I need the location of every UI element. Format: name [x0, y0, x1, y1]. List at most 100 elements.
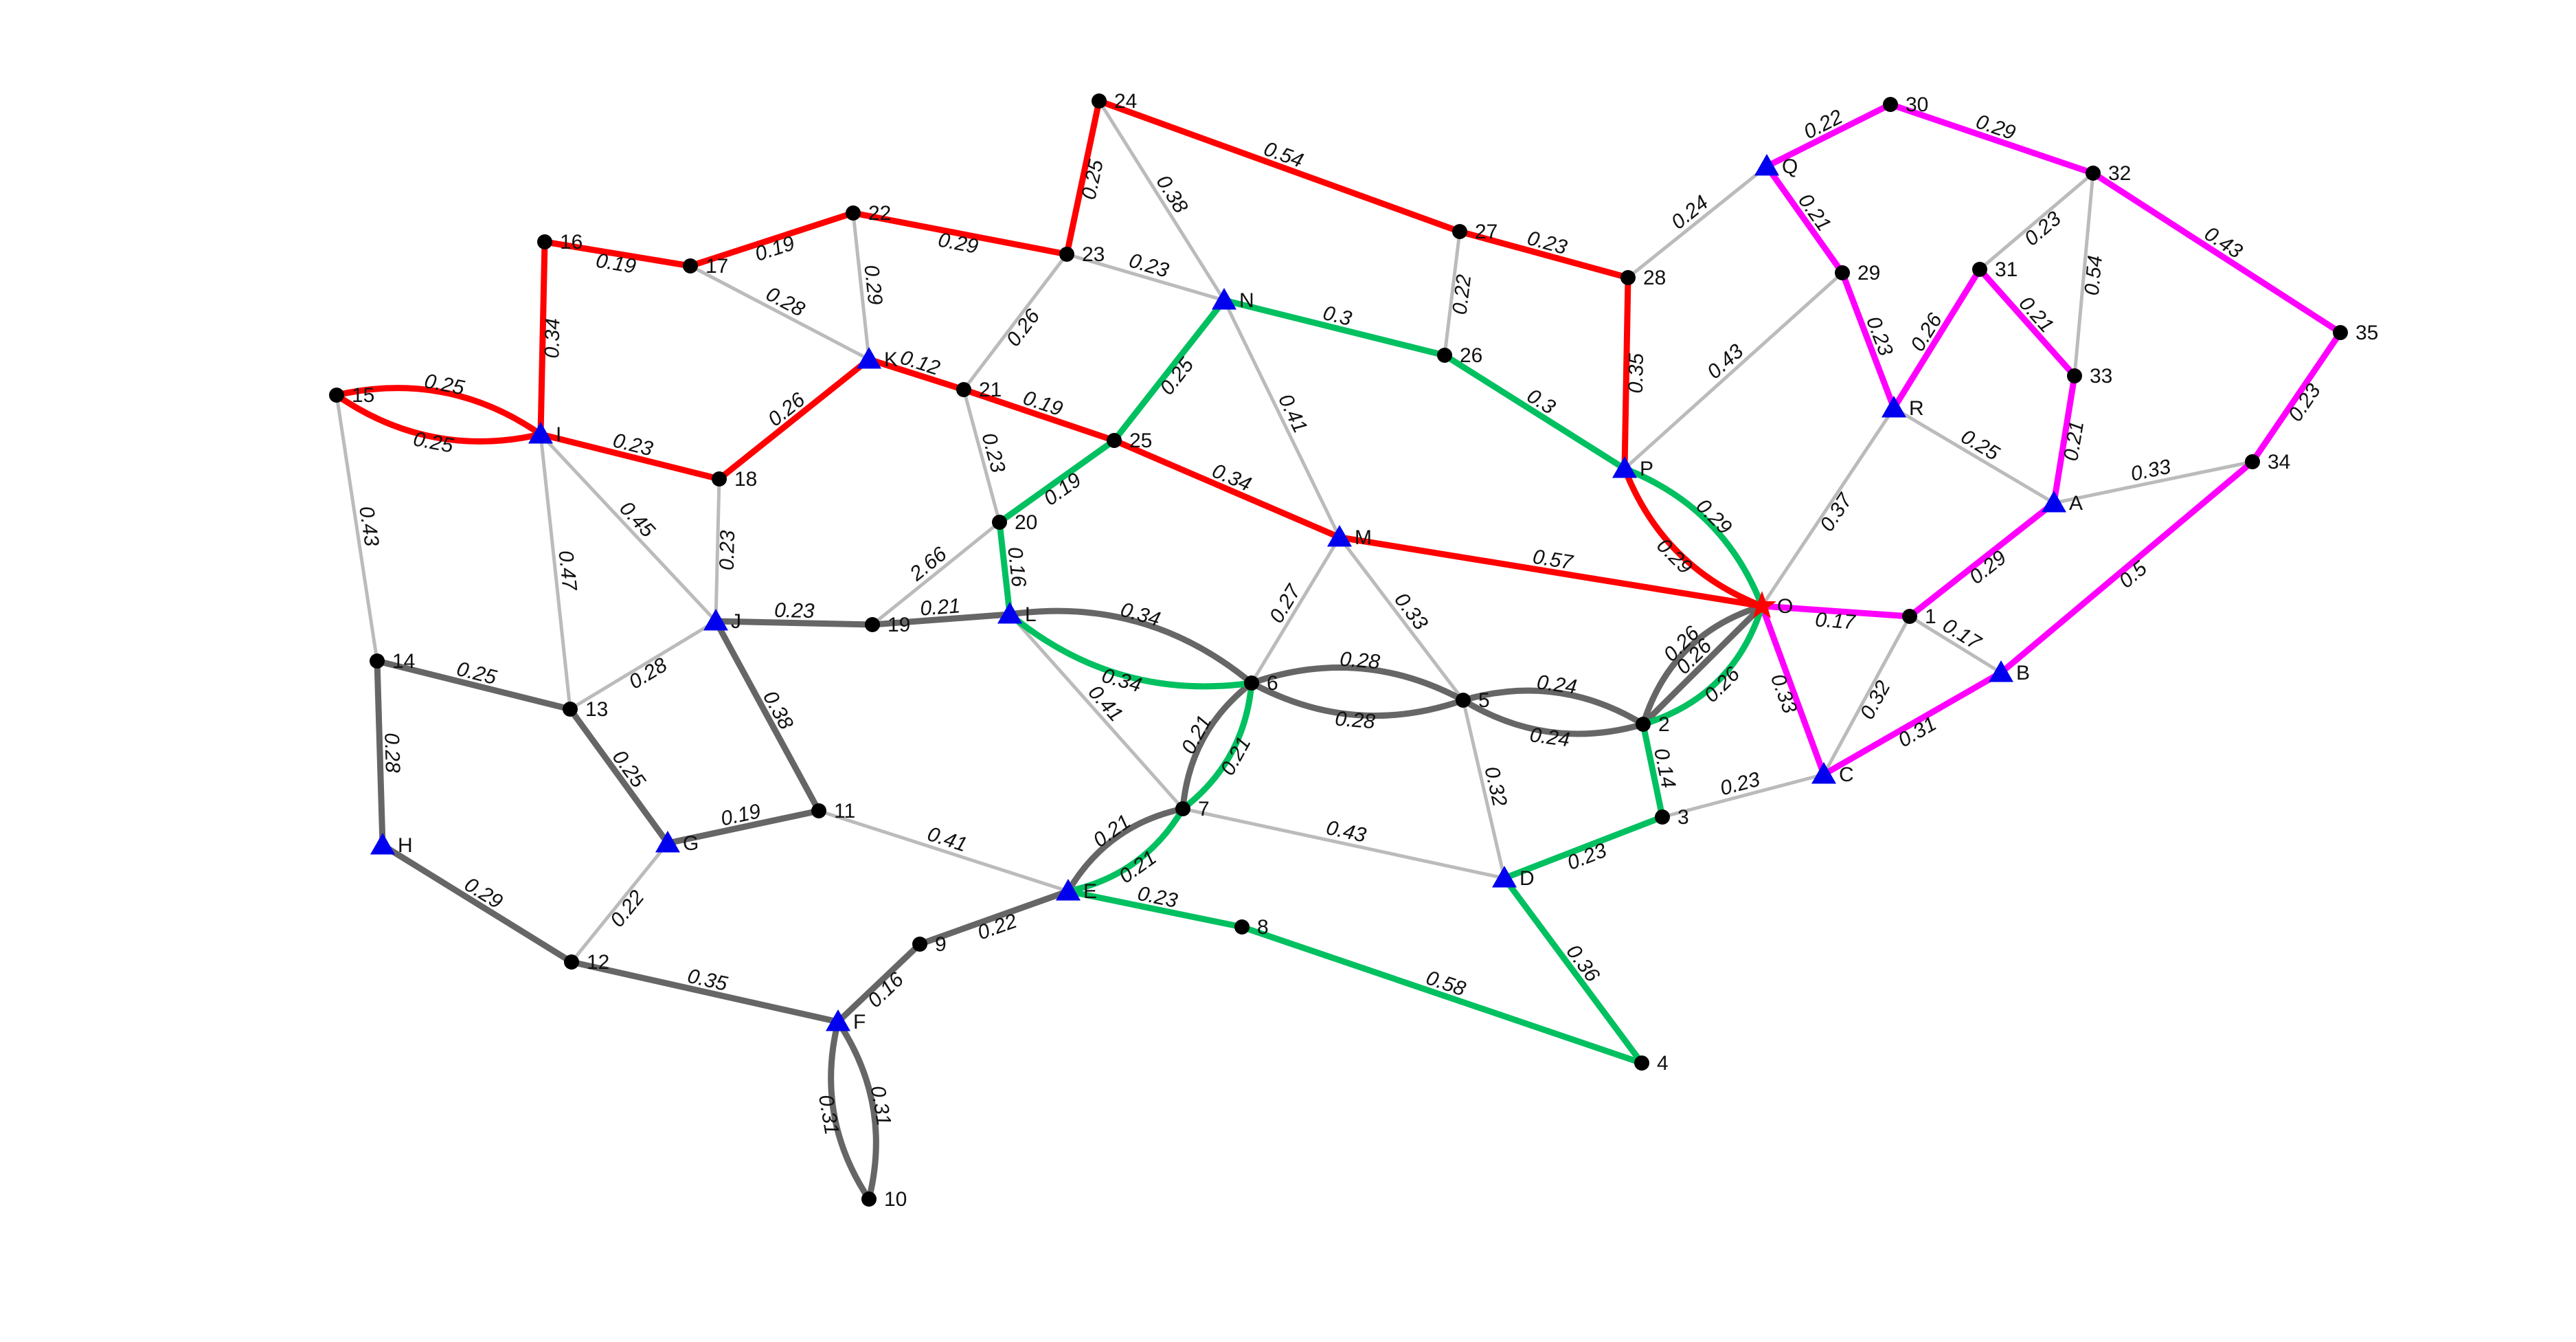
- node-label-32: 32: [2108, 162, 2131, 185]
- node-33: 33: [2067, 365, 2112, 388]
- edges-layer: [333, 98, 2344, 1203]
- node-triangle-marker: [1882, 396, 1906, 418]
- node-label-R: R: [1909, 397, 1924, 420]
- node-label-G: G: [683, 832, 699, 855]
- edge-label-34-B: 0.5: [2115, 557, 2151, 592]
- node-triangle-marker: [1492, 866, 1517, 888]
- edge-3-C: [1660, 772, 1826, 819]
- edge-label-P-O: 0.29: [1652, 534, 1697, 579]
- edge-15-I: [333, 392, 544, 445]
- node-dot-marker: [564, 954, 579, 970]
- edge-label-J-19: 0.23: [774, 599, 815, 623]
- node-26: 26: [1437, 344, 1482, 367]
- node-M: M: [1327, 525, 1372, 549]
- edge-25-20: [996, 437, 1118, 526]
- edge-2-O: [1640, 603, 1765, 728]
- edge-6-5: [1248, 664, 1467, 704]
- edge-33-A: [2050, 372, 2078, 506]
- edge-label-23-21: 0.26: [1002, 305, 1045, 351]
- edge-1-O: [1759, 603, 1913, 620]
- node-J: J: [703, 609, 741, 633]
- node-label-2: 2: [1658, 713, 1670, 736]
- node-label-26: 26: [1460, 344, 1482, 367]
- edge-M-O: [1336, 534, 1765, 610]
- node-30: 30: [1883, 93, 1928, 116]
- node-label-30: 30: [1906, 93, 1928, 116]
- node-label-11: 11: [834, 800, 855, 823]
- node-label-15: 15: [352, 384, 374, 407]
- node-dot-marker: [1620, 270, 1636, 285]
- edge-A-34: [2052, 460, 2255, 505]
- edge-label-E-9: 0.22: [975, 910, 1020, 945]
- edge-M-5: [1337, 535, 1465, 702]
- edge-23-N: [1065, 252, 1226, 302]
- node-label-O: O: [1777, 595, 1793, 618]
- node-dot-marker: [2333, 325, 2348, 340]
- node-label-F: F: [853, 1011, 866, 1033]
- edge-15-14: [335, 393, 379, 663]
- edge-8-4: [1239, 924, 1645, 1066]
- edge-label-6-7: 0.21: [1217, 733, 1256, 779]
- edge-K-21: [866, 356, 967, 393]
- node-dot-marker: [1175, 801, 1190, 816]
- node-triangle-marker: [528, 422, 553, 444]
- edge-F-10: [828, 1018, 872, 1203]
- node-31: 31: [1972, 258, 2018, 281]
- edge-label-7-E: 0.21: [1089, 810, 1135, 852]
- node-O: O: [1748, 591, 1793, 618]
- edge-21-20: [962, 388, 1002, 524]
- node-dot-marker: [1655, 809, 1670, 825]
- edge-J-13: [568, 619, 718, 711]
- edge-E-9: [916, 888, 1072, 948]
- edge-N-26: [1221, 297, 1448, 359]
- edge-label-32-31: 0.23: [2020, 207, 2066, 250]
- node-H: H: [370, 833, 413, 857]
- edge-17-16: [541, 238, 694, 269]
- node-16: 16: [537, 231, 583, 254]
- edge-7-E: [1065, 805, 1186, 895]
- edge-9-F: [835, 941, 923, 1025]
- node-label-17: 17: [705, 255, 728, 278]
- edge-label-26-P: 0.3: [1523, 385, 1559, 419]
- edge-31-33: [1976, 266, 2078, 379]
- node-label-14: 14: [392, 650, 415, 673]
- edge-F-10: [835, 1018, 879, 1203]
- node-label-5: 5: [1478, 689, 1490, 712]
- edge-3-D: [1501, 814, 1666, 882]
- node-19: 19: [865, 614, 910, 636]
- edge-label-23-N: 0.23: [1127, 249, 1172, 282]
- node-triangle-marker: [1612, 456, 1637, 478]
- edge-label-20-L: 0.16: [1003, 546, 1030, 588]
- edge-I-18: [537, 431, 723, 482]
- node-triangle-marker: [703, 609, 728, 631]
- edge-Q-29: [1763, 163, 1846, 276]
- edge-C-O: [1759, 603, 1827, 778]
- edge-24-27: [1096, 98, 1463, 235]
- node-label-E: E: [1083, 880, 1097, 903]
- node-dot-marker: [1234, 919, 1250, 935]
- node-dot-marker: [1456, 693, 1471, 708]
- node-B: B: [1989, 660, 2030, 684]
- node-35: 35: [2333, 322, 2378, 344]
- edge-29-R: [1839, 269, 1897, 412]
- node-label-H: H: [398, 834, 413, 857]
- edge-14-H: [374, 658, 386, 849]
- edge-32-33: [2072, 171, 2095, 378]
- node-dot-marker: [811, 803, 826, 818]
- edge-label-11-E: 0.41: [925, 823, 970, 856]
- edge-12-F: [568, 959, 841, 1025]
- edge-label-6-5: 0.28: [1334, 708, 1376, 734]
- node-21: 21: [956, 379, 1002, 401]
- edge-label-3-C: 0.23: [1718, 768, 1763, 801]
- node-label-19: 19: [888, 614, 910, 636]
- node-dot-marker: [563, 702, 578, 717]
- edge-G-12: [569, 841, 670, 964]
- node-label-P: P: [1640, 458, 1653, 480]
- edge-label-28-P: 0.35: [1625, 353, 1648, 393]
- node-label-24: 24: [1114, 90, 1137, 113]
- edge-1-C: [1822, 614, 1912, 776]
- node-triangle-marker: [1212, 288, 1236, 310]
- edge-label-5-2: 0.24: [1528, 724, 1571, 751]
